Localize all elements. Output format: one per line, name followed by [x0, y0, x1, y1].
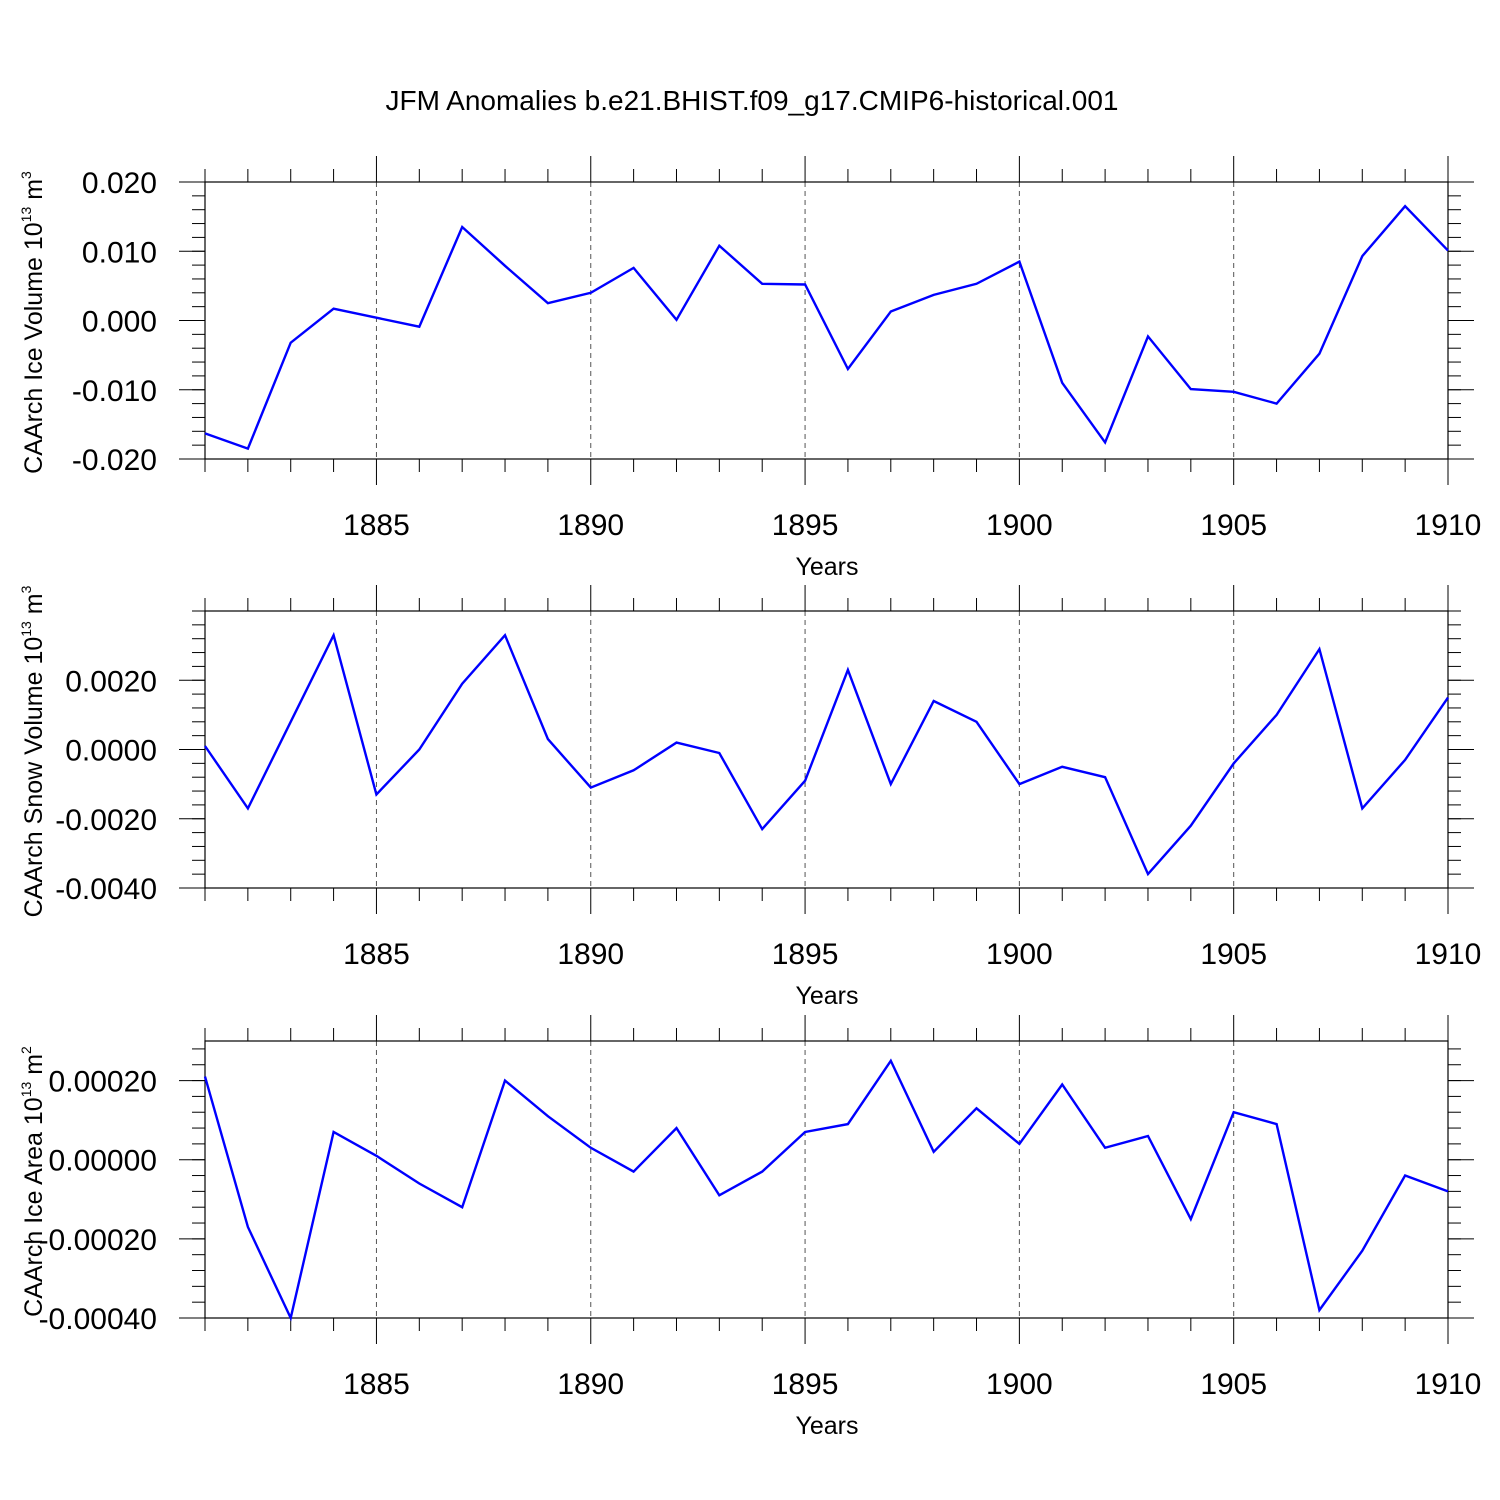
y-tick-label: -0.0040 [55, 873, 157, 906]
y-tick-label: -0.0020 [55, 804, 157, 837]
y-tick-label: 0.00020 [49, 1066, 157, 1099]
y-tick-label: 0.010 [82, 236, 157, 269]
x-tick-label: 1910 [1415, 1368, 1482, 1401]
series-line [204, 631, 1449, 877]
plot-frame [204, 1040, 1449, 1319]
x-tick-label: 1905 [1200, 509, 1267, 542]
y-tick-label: 0.0000 [65, 735, 157, 768]
series-line [204, 204, 1449, 451]
x-tick-label: 1895 [772, 1368, 839, 1401]
x-tick-label: 1905 [1200, 1368, 1267, 1401]
chart-title: JFM Anomalies b.e21.BHIST.f09_g17.CMIP6-… [385, 85, 1118, 116]
x-axis-title: Years [795, 1412, 858, 1440]
x-tick-label: 1885 [343, 938, 410, 971]
panel-ice-volume: -0.020 -0.010 0.000 0.010 0.020 1885 1890 1895 1… [18, 156, 1481, 581]
x-tick-label: 1885 [343, 1368, 410, 1401]
x-tick-label: 1900 [986, 1368, 1053, 1401]
x-tick-label: 1910 [1415, 509, 1482, 542]
x-tick-label: 1895 [772, 509, 839, 542]
y-axis-title: CAArch Snow Volume 1013 m3 [18, 585, 48, 917]
x-tick-label: 1900 [986, 509, 1053, 542]
y-tick-label: 0.020 [82, 167, 157, 200]
x-axis-title: Years [795, 982, 858, 1010]
series-line [203, 1058, 1449, 1322]
y-axis-title: CAArch Ice Area 1013 m2 [18, 1046, 48, 1317]
x-tick-label: 1890 [557, 938, 624, 971]
x-tick-label: 1885 [343, 509, 410, 542]
panel-ice-area: -0.00040 -0.00020 0.00000 0.00020 1885 1890 18… [18, 1015, 1481, 1440]
plot-frame [204, 610, 1449, 889]
y-tick-label: -0.020 [72, 444, 157, 477]
y-tick-label: -0.00020 [39, 1224, 157, 1257]
panel-snow-volume: -0.0040 -0.0020 0.0000 0.0020 1885 1890 1895 19… [18, 585, 1481, 1010]
y-tick-label: -0.00040 [39, 1303, 157, 1336]
x-tick-label: 1895 [772, 938, 839, 971]
x-tick-label: 1890 [557, 1368, 624, 1401]
x-tick-label: 1900 [986, 938, 1053, 971]
y-tick-label: 0.000 [82, 306, 157, 339]
x-tick-label: 1910 [1415, 938, 1482, 971]
y-tick-label: 0.0020 [65, 665, 157, 698]
y-tick-label: -0.010 [72, 375, 157, 408]
x-axis-title: Years [795, 553, 858, 581]
x-tick-label: 1905 [1200, 938, 1267, 971]
y-axis-title: CAArch Ice Volume 1013 m3 [18, 171, 48, 474]
x-tick-label: 1890 [557, 509, 624, 542]
y-tick-label: 0.00000 [49, 1145, 157, 1178]
